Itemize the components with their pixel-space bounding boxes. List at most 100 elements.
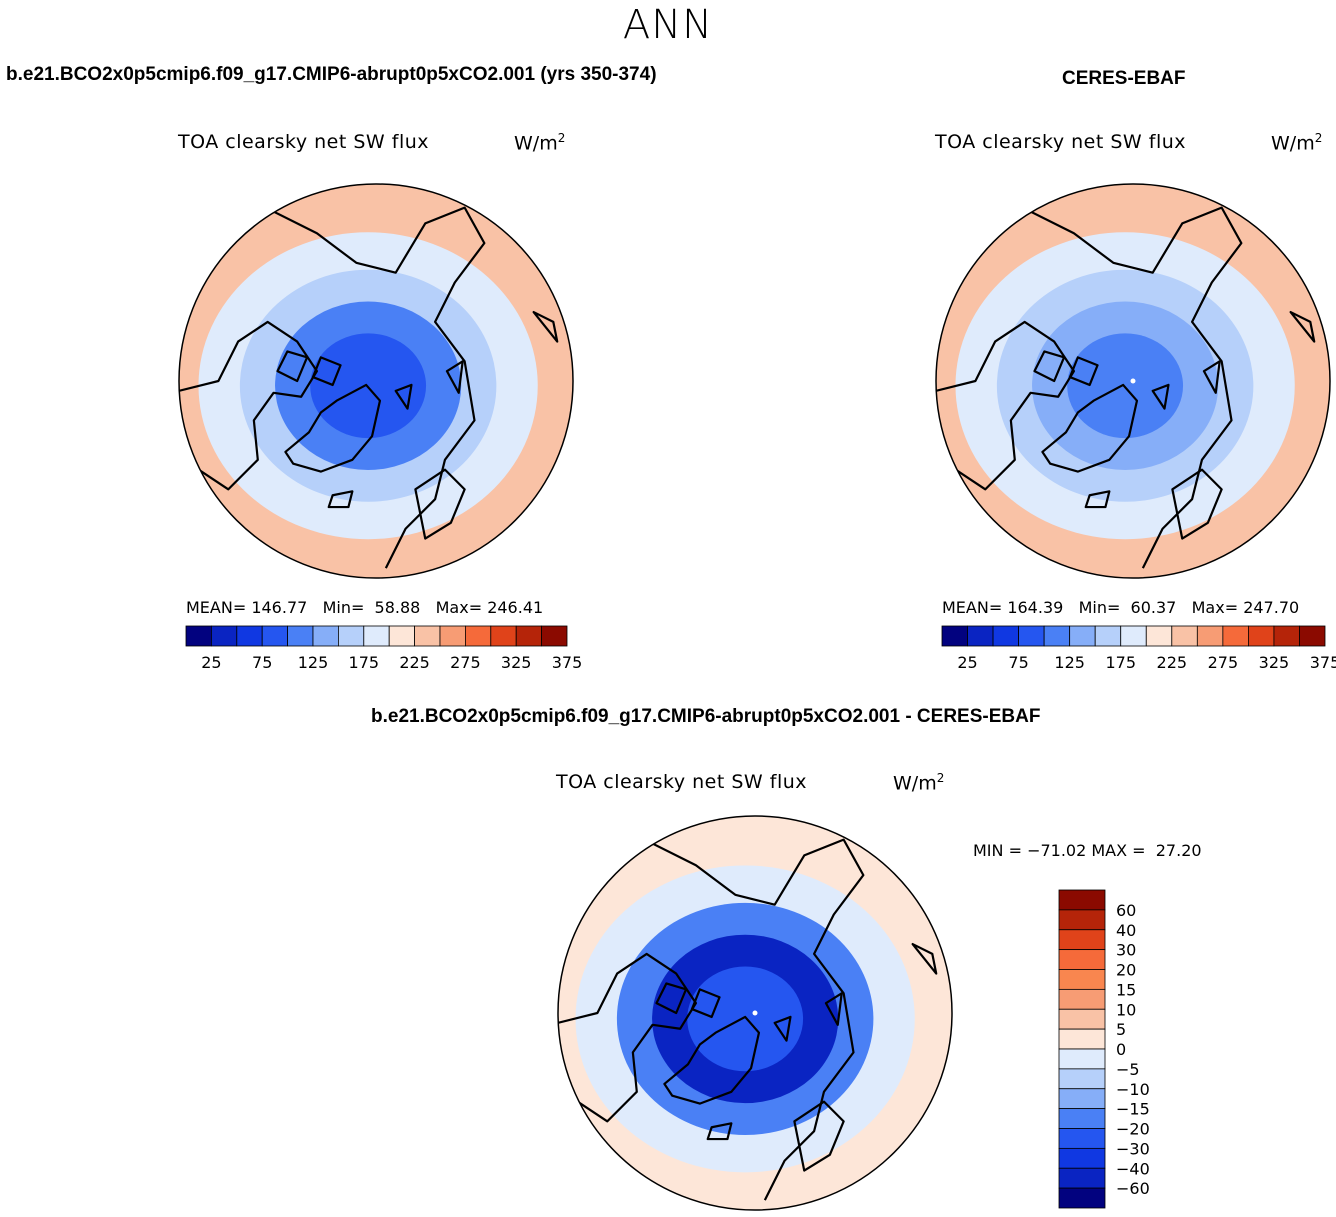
colorbar-tick-label: 5 — [1116, 1020, 1126, 1039]
coastline-3 — [1068, 356, 1099, 387]
obs-max-label: Max= 247.70 — [1191, 598, 1300, 617]
colorbar-tick-label: 60 — [1116, 901, 1136, 920]
colorbar-tick-label: 15 — [1116, 980, 1136, 999]
colorbar-box — [490, 625, 517, 647]
colorbar-box — [1058, 909, 1106, 931]
model-units-base: W/m — [514, 132, 558, 155]
diff-variable-title: TOA clearsky net SW flux — [556, 771, 808, 793]
colorbar-tick-label: 325 — [1259, 653, 1290, 672]
coastline-3 — [311, 356, 342, 387]
obs-min-label: Min= 60.37 — [1078, 598, 1177, 617]
colorbar-box — [1171, 625, 1198, 647]
coastline-5 — [1171, 468, 1223, 540]
model-case-title: b.e21.BCO2x0p5cmip6.f09_g17.CMIP6-abrupt… — [6, 64, 657, 85]
model-stats: MEAN= 146.77 Min= 58.88 Max= 246.41 — [186, 598, 543, 617]
season-title: ANN — [622, 2, 714, 48]
coastline-1 — [936, 320, 1075, 491]
colorbar-tick-label: 125 — [1054, 653, 1085, 672]
coastline-2 — [1033, 350, 1066, 383]
colorbar-tick-label: 275 — [1208, 653, 1239, 672]
coastline-1 — [179, 320, 318, 491]
colorbar-tick-label: 175 — [349, 653, 380, 672]
colorbar-tick-label: −30 — [1116, 1139, 1150, 1158]
obs-case-title: CERES-EBAF — [1062, 68, 1186, 89]
colorbar-box — [967, 625, 994, 647]
map-border — [935, 183, 1331, 579]
obs-mean-label: MEAN= 164.39 — [942, 598, 1064, 617]
colorbar-tick-label: −60 — [1116, 1179, 1150, 1198]
colorbar-box — [337, 625, 365, 647]
coastline-3 — [690, 988, 721, 1019]
colorbar-1: 25 75 125 175 225 275 325 375 — [185, 625, 583, 672]
coastline-2 — [655, 982, 688, 1015]
coastline-7 — [1202, 360, 1221, 394]
pole-marker — [752, 1010, 758, 1016]
coastline-8 — [706, 1122, 733, 1141]
colorbar-box — [1248, 625, 1275, 647]
colorbar-box — [1058, 1108, 1106, 1129]
colorbar-tick-label: 325 — [501, 653, 532, 672]
colorbar-box — [464, 625, 492, 647]
coastlines — [936, 202, 1316, 569]
colorbar-box — [1058, 949, 1106, 970]
colorbar-box — [210, 625, 238, 647]
colorbar-tick-label: 275 — [450, 653, 481, 672]
coastline-0 — [663, 1015, 761, 1105]
colorbar-box — [1058, 1028, 1106, 1050]
colorbar-box — [1058, 1167, 1106, 1189]
colorbar-box — [1018, 625, 1045, 647]
coastline-4 — [257, 202, 486, 569]
diff-case-title: b.e21.BCO2x0p5cmip6.f09_g17.CMIP6-abrupt… — [371, 706, 1041, 727]
obs-units: W/m2 — [1271, 131, 1322, 154]
coastline-9 — [1289, 310, 1316, 343]
coastline-2 — [276, 350, 309, 383]
diff-units-exponent: 2 — [936, 771, 945, 785]
colorbar-box — [1058, 1088, 1106, 1110]
polar-map-2 — [935, 183, 1331, 579]
obs-variable-title: TOA clearsky net SW flux — [935, 131, 1187, 153]
colorbar-tick-label: 40 — [1116, 921, 1136, 940]
model-units: W/m2 — [514, 131, 565, 154]
coastlines — [179, 202, 559, 569]
obs-units-exponent: 2 — [1314, 131, 1323, 145]
colorbar-tick-label: 10 — [1116, 1000, 1136, 1019]
colorbar-box — [1120, 625, 1147, 647]
model-mean-label: MEAN= 146.77 — [186, 598, 308, 617]
polar-map-1 — [178, 183, 574, 579]
coastline-4 — [1014, 202, 1243, 569]
obs-units-base: W/m — [1271, 132, 1315, 155]
colorbar-box — [1058, 1068, 1106, 1090]
colorbar-box — [363, 625, 390, 647]
map-border — [178, 183, 574, 579]
coastline-9 — [911, 942, 938, 975]
diff-minmax: MIN = −71.02 MAX = 27.20 — [973, 841, 1202, 860]
colorbar-box — [185, 625, 212, 647]
diff-units-base: W/m — [893, 772, 937, 795]
colorbar-box — [1058, 889, 1106, 911]
colorbar-tick-label: −15 — [1116, 1100, 1150, 1119]
colorbar-tick-label: 125 — [298, 653, 329, 672]
colorbar-tick-label: −40 — [1116, 1159, 1150, 1178]
colorbar-tick-label: 375 — [552, 653, 583, 672]
coastline-1 — [558, 952, 697, 1123]
colorbar-box — [515, 625, 543, 647]
colorbar-box — [261, 625, 289, 647]
colorbar-tick-label: 20 — [1116, 961, 1136, 980]
field-zone-central-Arctic — [687, 966, 804, 1072]
colorbar-tick-label: 0 — [1116, 1040, 1126, 1059]
colorbar-tick-label: −20 — [1116, 1120, 1150, 1139]
colorbar-box — [1058, 929, 1106, 951]
colorbar-box — [414, 625, 441, 647]
colorbar-box — [312, 625, 339, 647]
polar-map-3 — [557, 815, 953, 1211]
obs-stats: MEAN= 164.39 Min= 60.37 Max= 247.70 — [942, 598, 1299, 617]
map-field — [179, 184, 573, 578]
coastlines — [558, 834, 938, 1201]
colorbar-2: 25 75 125 175 225 275 325 375 — [941, 625, 1336, 672]
pole-marker — [1130, 378, 1136, 384]
coastline-8 — [1084, 490, 1111, 509]
coastline-7 — [445, 360, 464, 394]
colorbar-box — [236, 625, 263, 647]
